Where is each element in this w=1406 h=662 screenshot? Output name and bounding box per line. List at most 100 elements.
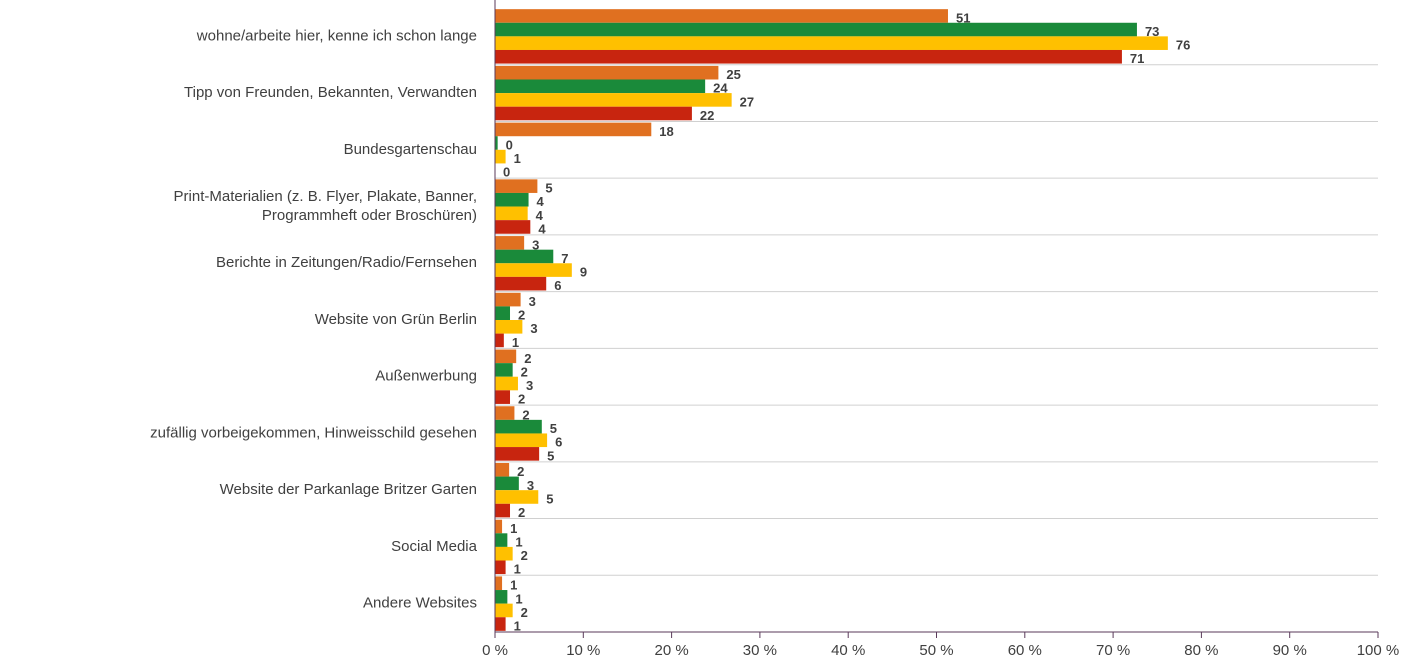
x-tick-label: 40 %	[831, 642, 865, 659]
category-label: Social Media	[391, 538, 478, 555]
category-label: Website von Grün Berlin	[315, 311, 477, 328]
bar	[495, 206, 528, 221]
category-label: Print-Materialien (z. B. Flyer, Plakate,…	[174, 188, 477, 224]
x-tick-label: 30 %	[743, 642, 777, 659]
bar	[495, 617, 506, 631]
value-label: 3	[532, 237, 539, 252]
bar	[495, 320, 523, 334]
value-label: 1	[514, 562, 521, 577]
bar	[495, 79, 706, 94]
value-label: 73	[1145, 24, 1159, 39]
value-label: 3	[527, 478, 534, 493]
value-label: 1	[512, 335, 519, 350]
category-label: Website der Parkanlage Britzer Garten	[220, 481, 477, 498]
value-label: 2	[521, 364, 528, 379]
bar	[495, 249, 554, 264]
category-label: Berichte in Zeitungen/Radio/Fernsehen	[216, 254, 477, 271]
value-label: 2	[521, 605, 528, 620]
bar	[495, 447, 540, 461]
value-label: 1	[514, 618, 521, 633]
bar	[495, 390, 511, 404]
bar	[495, 93, 732, 107]
category-label: Außenwerbung	[375, 368, 477, 385]
bar	[495, 333, 504, 348]
value-label: 2	[524, 351, 531, 366]
bar	[495, 263, 572, 277]
bar	[495, 149, 506, 164]
bar	[495, 590, 508, 604]
x-tick-label: 50 %	[919, 642, 953, 659]
bar	[495, 22, 1137, 37]
category-label: zufällig vorbeigekommen, Hinweisschild g…	[150, 424, 477, 441]
value-label: 1	[515, 591, 522, 606]
x-tick-label: 100 %	[1357, 642, 1400, 659]
bar	[495, 122, 652, 137]
value-label: 9	[580, 265, 587, 280]
value-label: 7	[561, 251, 568, 266]
bar	[495, 546, 513, 561]
bar	[495, 419, 542, 434]
value-label: 51	[956, 10, 970, 25]
x-tick-label: 70 %	[1096, 642, 1130, 659]
value-label: 3	[529, 294, 536, 309]
value-label: 1	[510, 578, 517, 593]
value-label: 2	[518, 505, 525, 520]
value-label: 4	[536, 208, 544, 223]
category-label: Tipp von Freunden, Bekannten, Verwandten	[184, 84, 477, 101]
bar	[495, 462, 510, 477]
bar	[495, 136, 498, 150]
value-label: 5	[550, 421, 557, 436]
bar	[495, 376, 518, 391]
value-label: 3	[526, 378, 533, 393]
value-label: 2	[518, 392, 525, 407]
value-label: 5	[547, 448, 554, 463]
category-label: Andere Websites	[363, 595, 477, 612]
x-tick-label: 80 %	[1184, 642, 1218, 659]
bar	[495, 276, 547, 291]
value-label: 27	[740, 94, 754, 109]
value-label: 5	[545, 181, 552, 196]
category-label: wohne/arbeite hier, kenne ich schon lang…	[196, 27, 477, 44]
bar	[495, 220, 531, 234]
bar	[495, 433, 548, 448]
bar	[495, 36, 1168, 50]
bar	[495, 490, 539, 504]
value-label: 1	[515, 535, 522, 550]
bar	[495, 363, 513, 377]
value-label: 0	[506, 137, 513, 152]
bar	[495, 406, 515, 420]
x-tick-label: 10 %	[566, 642, 600, 659]
x-tick-label: 0 %	[482, 642, 508, 659]
bar	[495, 236, 525, 250]
value-label: 3	[530, 321, 537, 336]
value-label: 2	[517, 464, 524, 479]
value-label: 24	[713, 81, 728, 96]
bar	[495, 65, 719, 80]
value-label: 5	[546, 491, 553, 506]
bar	[495, 306, 511, 320]
value-label: 0	[503, 165, 510, 180]
value-label: 25	[726, 67, 740, 82]
value-label: 18	[659, 124, 673, 139]
value-label: 4	[537, 194, 545, 209]
bar	[495, 533, 508, 547]
value-label: 2	[518, 308, 525, 323]
value-label: 6	[555, 435, 562, 450]
value-label: 1	[514, 151, 521, 166]
bar	[495, 503, 511, 518]
value-label: 22	[700, 108, 714, 123]
value-label: 2	[521, 548, 528, 563]
bar	[495, 49, 1122, 64]
bar	[495, 560, 506, 575]
value-label: 71	[1130, 51, 1144, 66]
bar	[495, 349, 517, 364]
bar	[495, 519, 503, 534]
bar	[495, 9, 948, 23]
value-label: 4	[538, 221, 546, 236]
value-label: 76	[1176, 38, 1190, 53]
value-label: 2	[522, 407, 529, 422]
category-label: Bundesgartenschau	[344, 141, 477, 158]
x-tick-label: 90 %	[1273, 642, 1307, 659]
bar	[495, 106, 692, 121]
